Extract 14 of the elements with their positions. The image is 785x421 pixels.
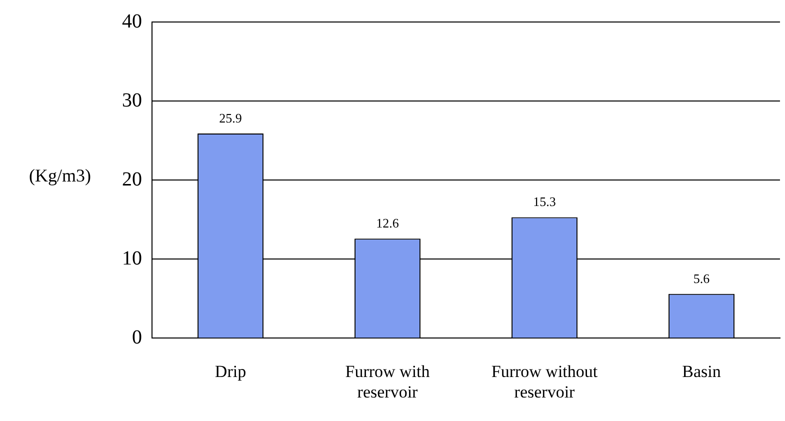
y-tick-label: 40 xyxy=(122,10,142,32)
y-tick-label: 20 xyxy=(122,168,142,190)
data-label: 12.6 xyxy=(376,216,400,231)
x-tick-label: Furrow with reservoir xyxy=(345,362,430,402)
data-label: 25.9 xyxy=(219,110,242,126)
y-tick-label: 10 xyxy=(122,247,142,270)
y-tick-label: 30 xyxy=(122,89,142,112)
y-axis-title: (Kg/m3) xyxy=(29,166,91,186)
data-label: 5.6 xyxy=(693,270,710,286)
data-label: 15.3 xyxy=(533,194,556,210)
x-tick-label: Drip xyxy=(214,362,246,381)
x-tick-label: Basin xyxy=(682,362,722,381)
y-tick-label: 0 xyxy=(132,326,142,348)
x-tick-label: Furrow without reservoir xyxy=(491,362,598,402)
